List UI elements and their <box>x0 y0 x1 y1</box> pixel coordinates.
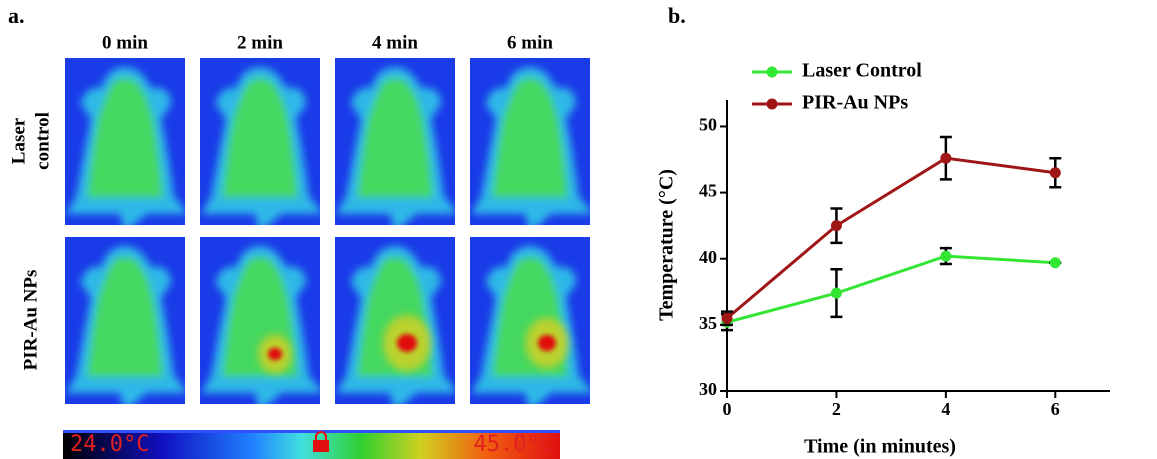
hotspot <box>268 347 282 361</box>
data-point <box>1049 257 1061 269</box>
hotspot <box>397 334 417 352</box>
legend-label: PIR-Au NPs <box>802 92 908 114</box>
column-label: 4 min <box>372 32 418 53</box>
y-tick-label: 45 <box>699 181 717 201</box>
row-label: control <box>32 112 53 170</box>
y-tick-label: 40 <box>699 247 717 267</box>
thermal-image <box>200 237 320 404</box>
data-point <box>830 220 842 232</box>
thermal-image <box>470 58 590 225</box>
thermal-image <box>65 58 185 225</box>
colorbar-max: 45.0°C <box>474 432 553 457</box>
column-label: 6 min <box>507 32 553 53</box>
x-axis-label: Time (in minutes) <box>804 436 956 458</box>
thermal-image <box>335 58 455 225</box>
data-point <box>721 312 733 324</box>
column-label: 0 min <box>102 32 148 53</box>
data-point <box>830 287 842 299</box>
series-line <box>726 254 1056 324</box>
thermal-image <box>200 58 320 225</box>
thermal-images: 0 min 2 min 4 min 6 min Laser control PIR-Au N… <box>8 32 590 404</box>
series-line <box>726 156 1056 320</box>
colorbar-edge <box>63 430 560 433</box>
x-tick-label: 2 <box>832 399 841 419</box>
hotspot <box>538 334 556 352</box>
thermal-image <box>470 237 590 404</box>
y-tick-label: 35 <box>699 313 717 333</box>
y-axis-label: Temperature (°C) <box>656 169 678 321</box>
legend-label: Laser Control <box>802 60 922 82</box>
legend-marker <box>766 66 778 78</box>
row-label: PIR-Au NPs <box>20 270 41 371</box>
x-tick-label: 4 <box>941 399 950 419</box>
thermal-image <box>65 237 185 404</box>
lock-icon <box>313 431 329 452</box>
column-label: 2 min <box>237 32 283 53</box>
row-label: Laser <box>8 117 29 164</box>
panel-label: a. <box>8 3 25 28</box>
x-tick-label: 0 <box>723 399 732 419</box>
data-point <box>1049 167 1061 179</box>
y-tick-label: 50 <box>699 115 717 135</box>
data-point <box>940 250 952 262</box>
data-point <box>940 152 952 164</box>
colorbar-min: 24.0°C <box>70 432 149 457</box>
x-tick-label: 6 <box>1051 399 1060 419</box>
colorbar <box>63 430 560 459</box>
chart: 30 35 40 45 50 0 2 4 6 Laser Control PIR-Au NPs <box>699 60 1110 419</box>
y-tick-label: 30 <box>699 379 717 399</box>
chart-title: b. <box>668 3 686 28</box>
legend-marker <box>766 98 778 110</box>
